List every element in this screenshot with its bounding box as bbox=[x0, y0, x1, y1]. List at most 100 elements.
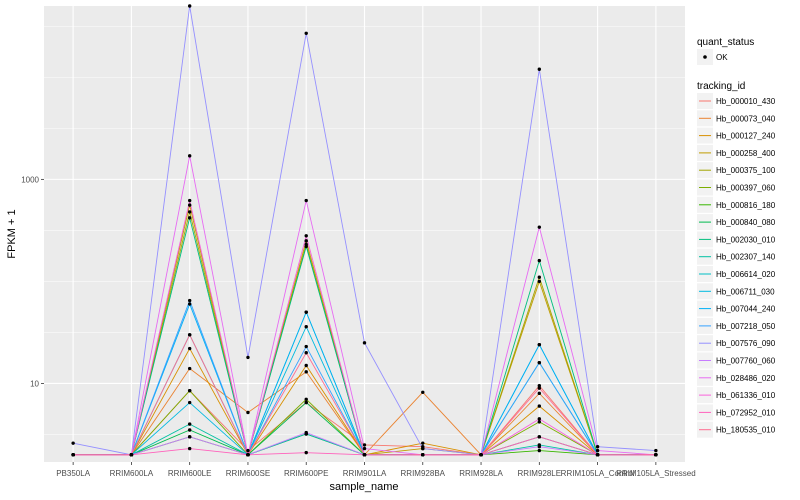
data-point bbox=[421, 453, 425, 457]
legend-label-tracking-id: Hb_000840_080 bbox=[716, 218, 776, 227]
data-point bbox=[537, 225, 542, 229]
data-point bbox=[187, 333, 192, 337]
data-point bbox=[304, 310, 308, 314]
legend-title-quant-status: quant_status bbox=[697, 37, 754, 48]
data-point bbox=[187, 446, 192, 451]
data-point bbox=[537, 386, 542, 390]
data-point bbox=[537, 420, 542, 424]
legend-label-tracking-id: Hb_000375_100 bbox=[716, 166, 776, 175]
legend-label-tracking-id: Hb_002307_140 bbox=[716, 253, 776, 262]
legend-label-tracking-id: Hb_180535_010 bbox=[716, 426, 776, 435]
data-point bbox=[304, 198, 308, 203]
data-point bbox=[187, 203, 192, 207]
data-point bbox=[187, 154, 192, 158]
data-point bbox=[304, 31, 308, 36]
data-point bbox=[537, 417, 542, 421]
data-point bbox=[537, 275, 542, 279]
data-point bbox=[479, 453, 483, 457]
x-tick-label: RRIM901LA bbox=[343, 469, 387, 478]
data-point bbox=[537, 404, 542, 408]
data-point bbox=[187, 346, 192, 351]
y-tick-label: 10 bbox=[30, 379, 39, 388]
legend-label-tracking-id: Hb_007218_050 bbox=[716, 322, 776, 331]
legend-label-tracking-id: Hb_000258_400 bbox=[716, 149, 776, 158]
data-point bbox=[187, 435, 192, 439]
data-point bbox=[537, 445, 542, 449]
legend-label-tracking-id: Hb_000397_060 bbox=[716, 184, 776, 193]
x-tick-label: RRIM928LA bbox=[459, 469, 503, 478]
data-point bbox=[187, 428, 192, 432]
data-point bbox=[537, 279, 542, 284]
legend-label-tracking-id: Hb_006614_020 bbox=[716, 270, 776, 279]
data-point bbox=[246, 355, 250, 360]
x-tick-label: RRIM600LE bbox=[168, 469, 212, 478]
data-point bbox=[304, 450, 308, 455]
x-tick-label: RRIM928BA bbox=[401, 469, 446, 478]
data-point bbox=[304, 351, 308, 355]
data-point bbox=[595, 448, 600, 453]
data-point bbox=[304, 234, 308, 238]
data-point bbox=[595, 445, 600, 449]
legend: quant_status OK tracking_id Hb_000010_43… bbox=[697, 37, 776, 438]
data-point bbox=[246, 453, 250, 457]
legend-label-tracking-id: Hb_061336_010 bbox=[716, 391, 776, 400]
data-point bbox=[187, 302, 192, 306]
data-point bbox=[129, 453, 134, 457]
data-point bbox=[187, 366, 192, 371]
data-point bbox=[537, 342, 542, 347]
data-point bbox=[71, 441, 75, 445]
data-point bbox=[421, 390, 425, 394]
legend-label-tracking-id: Hb_006711_030 bbox=[716, 287, 775, 296]
data-point bbox=[537, 391, 542, 396]
data-point bbox=[537, 360, 542, 365]
data-point bbox=[187, 216, 192, 220]
x-tick-label: RRIM928LE bbox=[518, 469, 562, 478]
data-point bbox=[362, 443, 367, 447]
grid-lines bbox=[44, 6, 685, 462]
data-points bbox=[71, 4, 658, 457]
x-tick-label: RRIM105LA_Control bbox=[561, 469, 635, 478]
data-point bbox=[187, 4, 192, 8]
data-point bbox=[362, 341, 367, 345]
data-point bbox=[421, 441, 425, 445]
data-point bbox=[246, 448, 250, 453]
x-tick-label: RRIM600PE bbox=[284, 469, 328, 478]
data-point bbox=[537, 435, 542, 439]
data-point bbox=[362, 453, 367, 457]
data-point bbox=[71, 453, 75, 457]
data-point bbox=[304, 325, 308, 329]
data-point bbox=[421, 446, 425, 451]
legend-title-tracking-id: tracking_id bbox=[697, 81, 745, 92]
legend-point-symbol bbox=[703, 55, 707, 59]
data-point bbox=[187, 388, 192, 393]
legend-label-tracking-id: Hb_000073_040 bbox=[716, 114, 776, 123]
legend-label-tracking-id: Hb_007044_240 bbox=[716, 305, 776, 314]
legend-tracking-id-items: Hb_000010_430 Hb_000073_040 Hb_000127_240 H… bbox=[697, 93, 776, 438]
legend-label-tracking-id: Hb_072952_010 bbox=[716, 408, 776, 417]
legend-quant-status-items: OK bbox=[697, 49, 728, 65]
data-point bbox=[304, 344, 308, 349]
data-point bbox=[187, 400, 192, 405]
data-point bbox=[304, 430, 308, 435]
x-tick-label: PB350LA bbox=[56, 469, 90, 478]
data-point bbox=[304, 239, 308, 243]
data-point bbox=[537, 258, 542, 263]
data-point bbox=[187, 210, 192, 214]
data-point bbox=[187, 422, 192, 426]
data-point bbox=[537, 448, 542, 453]
x-axis-title: sample_name bbox=[329, 481, 398, 493]
data-point bbox=[654, 448, 658, 453]
data-point bbox=[537, 67, 542, 71]
x-tick-label: RRIM105LA_Stressed bbox=[616, 469, 696, 478]
legend-label-tracking-id: Hb_002030_010 bbox=[716, 235, 776, 244]
y-tick-label: 1000 bbox=[21, 175, 39, 184]
data-point bbox=[187, 298, 192, 303]
legend-label-tracking-id: Hb_007576_090 bbox=[716, 339, 776, 348]
data-point bbox=[537, 384, 542, 388]
x-axis-ticks: PB350LA RRIM600LA RRIM600LE RRIM600SE RRIM60… bbox=[56, 462, 696, 478]
y-axis-ticks: 10 1000 bbox=[21, 175, 44, 388]
legend-label-tracking-id: Hb_000127_240 bbox=[716, 132, 776, 141]
data-point bbox=[304, 397, 308, 401]
legend-label-tracking-id: Hb_007760_060 bbox=[716, 357, 776, 366]
